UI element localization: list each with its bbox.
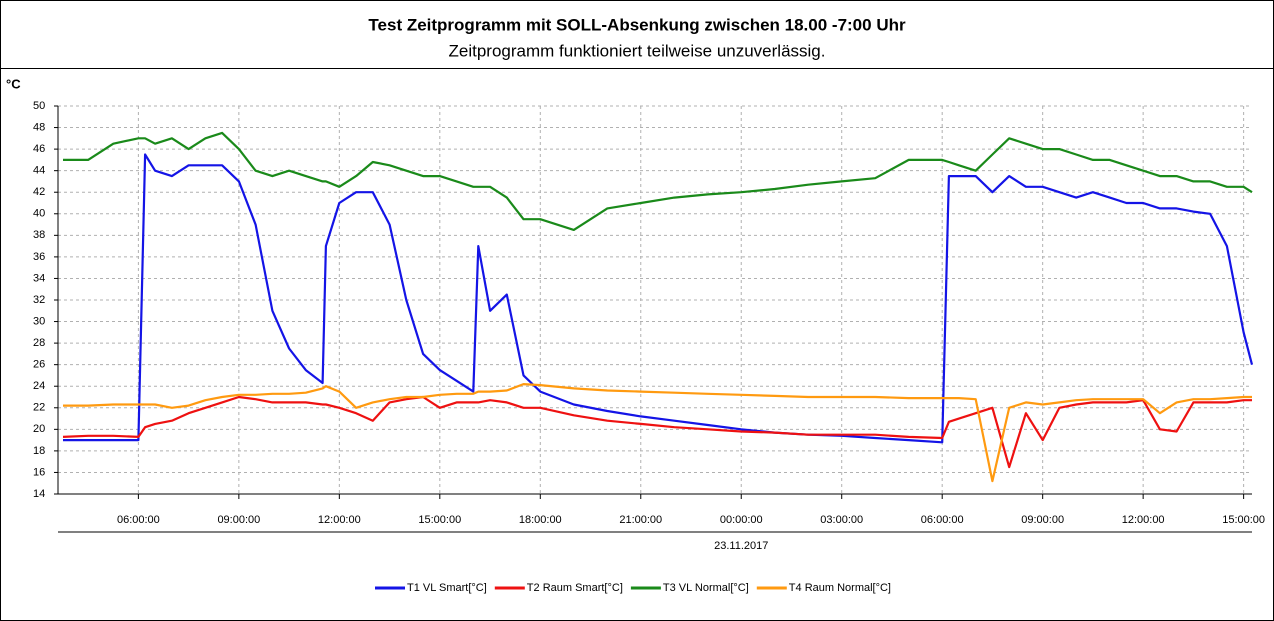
x-tick-label: 15:00:00 (1222, 514, 1265, 526)
legend-label: T1 VL Smart[°C] (407, 582, 487, 594)
x-tick-label: 03:00:00 (820, 514, 863, 526)
x-tick-label: 21:00:00 (619, 514, 662, 526)
y-tick-label: 16 (33, 466, 45, 478)
y-tick-label: 20 (33, 423, 45, 435)
x-tick-label: 12:00:00 (318, 514, 361, 526)
y-tick-label: 18 (33, 445, 45, 457)
legend-label: T4 Raum Normal[°C] (789, 582, 891, 594)
series-line (63, 131, 1253, 231)
x-tick-label: 18:00:00 (519, 514, 562, 526)
x-tick-label: 09:00:00 (217, 514, 260, 526)
series-line (62, 395, 1252, 469)
chart-title: Test Zeitprogramm mit SOLL-Absenkung zwi… (368, 15, 906, 34)
x-tick-label: 00:00:00 (720, 514, 763, 526)
chart-subtitle: Zeitprogramm funktioniert teilweise unzu… (449, 41, 826, 60)
y-tick-label: 40 (33, 208, 45, 220)
y-tick-label: 50 (33, 100, 45, 112)
x-tick-label: 15:00:00 (418, 514, 461, 526)
series-line (63, 383, 1252, 483)
legend-label: T3 VL Normal[°C] (663, 582, 749, 594)
y-tick-label: 36 (33, 251, 45, 263)
y-tick-label: 22 (33, 402, 45, 414)
y-tick-label: 26 (33, 359, 45, 371)
y-tick-label: 34 (33, 272, 45, 284)
x-tick-label: 06:00:00 (921, 514, 964, 526)
series-line (63, 153, 1254, 444)
x-tick-label: 06:00:00 (117, 514, 160, 526)
x-tick-label: 12:00:00 (1122, 514, 1165, 526)
y-tick-label: 38 (33, 229, 45, 241)
legend-label: T2 Raum Smart[°C] (527, 582, 623, 594)
y-tick-label: 30 (33, 315, 45, 327)
y-tick-label: 24 (33, 380, 45, 392)
x-date-label: 23.11.2017 (714, 540, 768, 552)
x-tick-label: 09:00:00 (1021, 514, 1064, 526)
y-tick-label: 32 (33, 294, 45, 306)
y-axis-label: °C (6, 76, 21, 91)
y-tick-label: 14 (33, 488, 45, 500)
y-tick-label: 28 (33, 337, 45, 349)
y-tick-label: 46 (33, 143, 45, 155)
y-tick-label: 42 (33, 186, 45, 198)
y-tick-label: 44 (33, 165, 45, 177)
y-tick-label: 48 (33, 121, 45, 133)
